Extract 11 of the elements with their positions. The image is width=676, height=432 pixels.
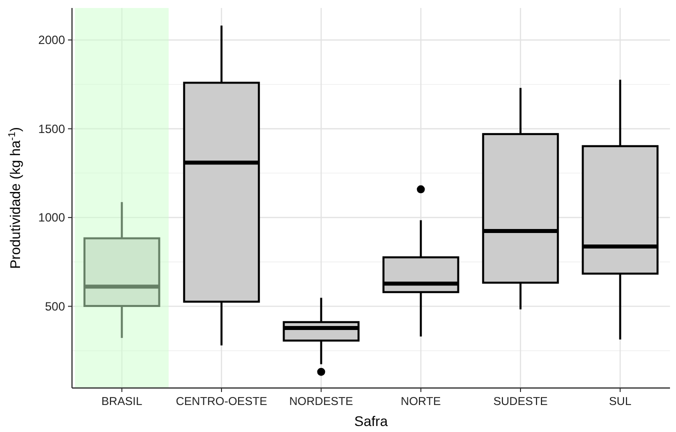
x-tick-label: NORTE <box>400 396 442 408</box>
y-tick-label: 1500 <box>38 122 66 136</box>
y-tick-label: 500 <box>44 300 66 314</box>
y-tick-label: 2000 <box>38 33 66 48</box>
x-tick-label: CENTRO-OESTE <box>176 396 268 408</box>
x-tick-label: BRASIL <box>101 396 143 408</box>
x-axis-title: Safra <box>354 413 388 429</box>
x-tick-label: SUL <box>608 396 632 408</box>
y-tick-label: 1000 <box>38 210 66 225</box>
x-tick-label: SUDESTE <box>493 396 548 408</box>
x-tick-label: NORDESTE <box>289 396 354 408</box>
